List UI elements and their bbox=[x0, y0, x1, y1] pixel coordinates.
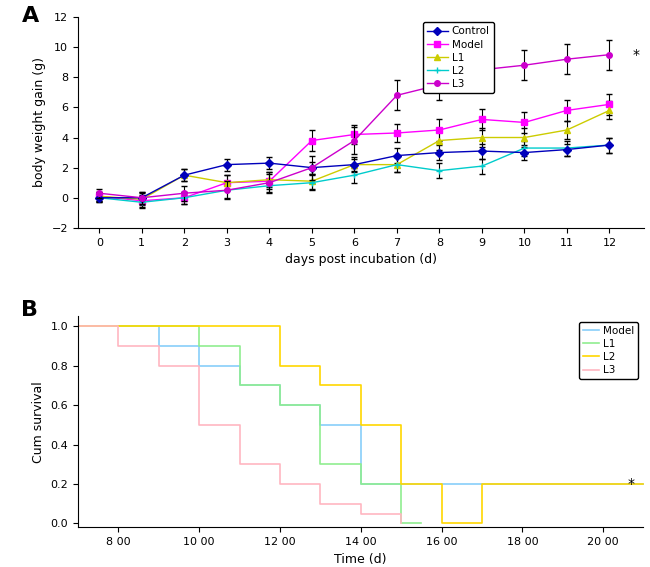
L1 bbox=[236, 382, 244, 389]
L2 bbox=[357, 421, 365, 428]
Y-axis label: body weight gain (g): body weight gain (g) bbox=[33, 57, 46, 188]
Y-axis label: Cum survival: Cum survival bbox=[32, 381, 45, 463]
Model bbox=[74, 323, 82, 329]
L3 bbox=[236, 461, 244, 468]
Text: B: B bbox=[21, 299, 38, 320]
L1 bbox=[357, 481, 365, 488]
L3 bbox=[276, 481, 284, 488]
Model bbox=[317, 421, 324, 428]
L2 bbox=[74, 323, 82, 329]
L1 bbox=[417, 520, 425, 527]
L3 bbox=[114, 342, 122, 349]
Line: L2: L2 bbox=[78, 326, 644, 523]
L1 bbox=[397, 520, 405, 527]
L2 bbox=[640, 481, 647, 488]
X-axis label: days post incubation (d): days post incubation (d) bbox=[285, 253, 437, 266]
Text: *: * bbox=[633, 48, 640, 62]
L3 bbox=[357, 510, 365, 517]
Legend: Model, L1, L2, L3: Model, L1, L2, L3 bbox=[579, 321, 638, 379]
L1 bbox=[195, 342, 203, 349]
Model bbox=[195, 362, 203, 369]
L1 bbox=[74, 323, 82, 329]
Text: A: A bbox=[21, 6, 39, 27]
Line: L1: L1 bbox=[78, 326, 421, 523]
Model bbox=[236, 382, 244, 389]
L2 bbox=[397, 481, 405, 488]
Line: Model: Model bbox=[78, 326, 644, 484]
L3 bbox=[155, 362, 162, 369]
Model bbox=[155, 342, 162, 349]
L3 bbox=[397, 520, 405, 527]
Model bbox=[276, 402, 284, 409]
Legend: Control, Model, L1, L2, L3: Control, Model, L1, L2, L3 bbox=[422, 22, 494, 93]
Model bbox=[640, 481, 647, 488]
L2 bbox=[317, 382, 324, 389]
L1 bbox=[276, 402, 284, 409]
L3 bbox=[195, 421, 203, 428]
L2 bbox=[478, 481, 486, 488]
Line: L3: L3 bbox=[78, 326, 401, 523]
Text: *: * bbox=[627, 477, 634, 491]
X-axis label: Time (d): Time (d) bbox=[335, 553, 387, 566]
L3 bbox=[74, 323, 82, 329]
L3 bbox=[317, 500, 324, 507]
L1 bbox=[317, 461, 324, 468]
L2 bbox=[437, 520, 445, 527]
Model bbox=[357, 481, 365, 488]
L2 bbox=[276, 362, 284, 369]
